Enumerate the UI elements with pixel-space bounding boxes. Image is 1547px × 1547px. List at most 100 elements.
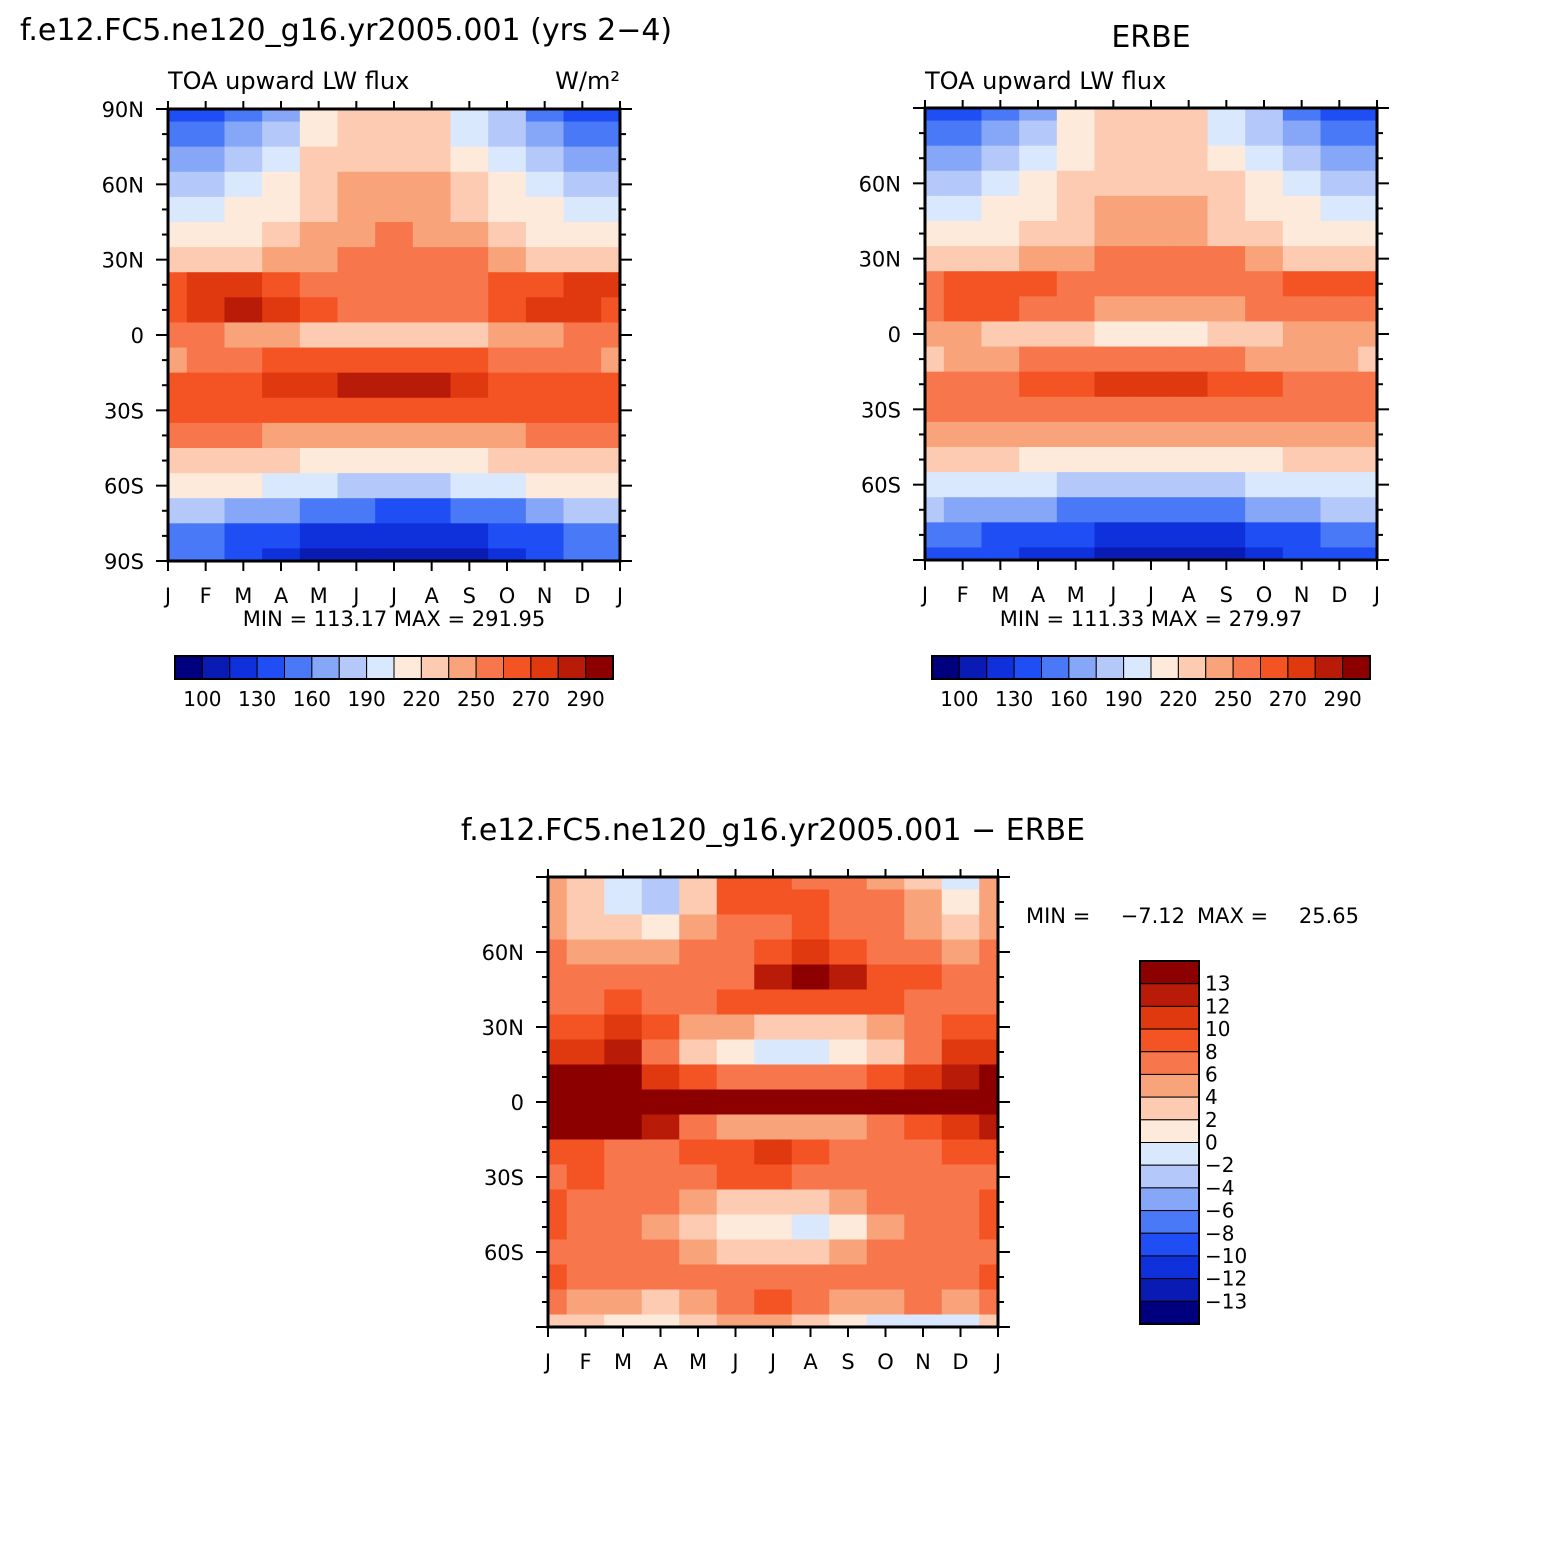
heatmap-cell [829,877,868,891]
colorbar-level-label: 6 [1205,1062,1218,1086]
heatmap-cell [866,989,905,1016]
heatmap-cell [412,548,452,562]
heatmap-cell [412,322,452,349]
heatmap-cell [601,473,621,499]
heatmap-cell [1056,108,1096,122]
heatmap-cell [1358,371,1378,398]
heatmap-cell [412,297,452,324]
heatmap-cell [979,1139,999,1166]
heatmap-cell [791,889,830,916]
heatmap-cell [450,523,489,550]
heatmap-cell [716,1314,755,1328]
heatmap-cell [1094,497,1133,523]
colorbar-swatch [1041,655,1070,680]
heatmap-cell [262,498,301,524]
heatmap-cell [1320,421,1359,448]
colorbar-swatch [986,655,1015,680]
heatmap-cell [525,222,565,248]
heatmap-cell [299,196,339,223]
colorbar-level-label: 270 [1269,687,1307,711]
heatmap-cell [904,1139,943,1166]
heatmap-cell [186,272,226,298]
heatmap-cell [943,108,983,122]
x-tick-label: A [803,1350,818,1374]
heatmap-cell [224,422,263,449]
heatmap-cell [548,1189,568,1216]
heatmap-cell [604,1239,643,1266]
heatmap-cell [1056,221,1096,247]
heatmap-cell [1282,296,1322,323]
heatmap-cell [791,989,830,1016]
heatmap-cell [904,1114,943,1141]
heatmap-cell [1282,195,1322,222]
heatmap-cell [981,120,1020,147]
heatmap-cell [525,109,565,123]
heatmap-cell [641,1089,680,1116]
heatmap-cell [1132,246,1171,272]
heatmap-cell [754,877,793,891]
colorbar-swatch [1177,655,1207,680]
heatmap-cell [262,109,301,123]
heatmap-cell [412,473,452,499]
heatmap-cell [1245,472,1284,498]
heatmap-cell [1320,195,1359,222]
heatmap-cell [412,121,452,148]
heatmap-cell [866,1264,905,1291]
heatmap-cell [641,1189,680,1216]
heatmap-cell [1169,170,1209,197]
heatmap-cell [1207,396,1246,423]
heatmap-cell [488,146,527,173]
colorbar-swatch [1013,655,1042,680]
heatmap-cell [548,1089,568,1116]
heatmap-cell [563,171,602,198]
heatmap-cell [262,372,301,399]
heatmap-cell [1094,145,1133,172]
heatmap-cell [1207,145,1246,172]
colorbar-swatch [1095,655,1125,680]
heatmap-cell [1094,396,1133,423]
heatmap-cell [716,1214,755,1241]
heatmap-cell [566,914,605,941]
heatmap-cell [450,109,489,123]
heatmap-cell [641,1214,680,1241]
heatmap-cell [943,271,983,297]
panel-model-title: f.e12.FC5.ne120_g16.yr2005.001 (yrs 2−4) [20,13,672,48]
heatmap-cell [979,1114,999,1141]
heatmap-cell [981,145,1020,172]
heatmap-cell [450,548,489,562]
heatmap-cell [1282,120,1322,147]
heatmap-cell [412,448,452,474]
heatmap-cell [525,347,565,374]
heatmap-cell [337,322,376,349]
heatmap-cell [904,877,943,891]
heatmap-cell [941,1189,980,1216]
heatmap-cell [754,889,793,916]
x-tick-label: J [543,1350,551,1374]
heatmap-cell [641,939,680,966]
heatmap-cell [224,196,263,223]
x-tick-label: N [915,1350,931,1374]
heatmap-cell [1358,497,1378,523]
heatmap-cell [224,372,263,399]
heatmap-cell [168,498,188,524]
heatmap-cell [1245,371,1284,398]
heatmap-cell [941,1139,980,1166]
heatmap-cell [1019,472,1058,498]
heatmap-cell [488,297,527,324]
heatmap-cell [1019,296,1058,323]
heatmap-cell [904,1189,943,1216]
heatmap-cell [566,1189,605,1216]
heatmap-cell [1056,547,1096,561]
heatmap-cell [375,448,414,474]
x-tick-label: J [163,584,171,608]
heatmap-cell [1132,547,1171,561]
heatmap-cell [716,1014,755,1041]
heatmap-cell [1282,108,1322,122]
x-tick-label: J [1372,583,1380,607]
y-tick-label: 30N [102,249,144,273]
panel-model: f.e12.FC5.ne120_g16.yr2005.001 (yrs 2−4)… [20,13,672,711]
heatmap-cell [641,1314,680,1328]
heatmap-cell [563,297,602,324]
heatmap-cell [679,1289,718,1316]
